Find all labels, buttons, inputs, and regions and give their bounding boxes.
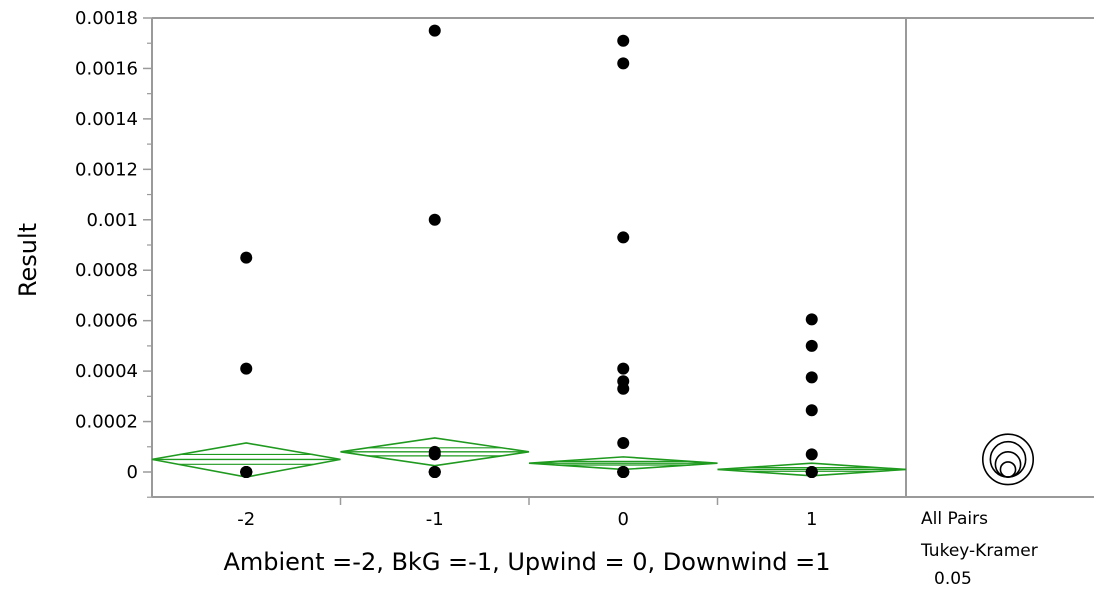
data-point: [428, 466, 441, 478]
comparison-circles: [981, 433, 1035, 486]
plot-frame: [152, 17, 1094, 498]
y-tick-label: 0.001: [86, 210, 138, 231]
y-tick-label: 0.0018: [75, 8, 138, 29]
data-point: [428, 213, 441, 226]
data-point: [240, 251, 253, 264]
x-axis-title: Ambient =-2, BkG =-1, Upwind = 0, Downwi…: [223, 548, 830, 576]
y-tick-label: 0.0002: [75, 412, 138, 433]
data-point: [617, 34, 630, 47]
x-tick-label: -1: [426, 509, 444, 530]
y-axis-title: Result: [14, 223, 42, 297]
y-axis: 0 0.0002 0.0004 0.0006 0.0008 0.001 0.0012 0.00…: [75, 8, 153, 498]
comparison-circle: [981, 433, 1035, 486]
y-tick-label: 0.0016: [75, 58, 138, 79]
y-tick-label: 0.0014: [75, 109, 138, 130]
data-point: [805, 339, 818, 352]
y-tick-label: 0.0012: [75, 159, 138, 180]
data-point: [617, 57, 630, 70]
data-point: [805, 371, 818, 384]
data-points: [240, 24, 818, 478]
comparison-label-alpha: 0.05: [934, 569, 972, 589]
comparison-label-test: Tukey-Kramer: [920, 541, 1038, 561]
comparison-circle: [999, 461, 1017, 478]
x-tick-label: 1: [806, 509, 817, 530]
comparison-circle: [994, 451, 1022, 478]
data-point: [805, 313, 818, 326]
data-point: [240, 362, 253, 375]
x-tick-label: -2: [237, 509, 255, 530]
data-point: [805, 448, 818, 461]
data-point: [617, 231, 630, 244]
data-point: [428, 24, 441, 37]
x-axis: -2 -1 0 1: [152, 496, 906, 530]
y-tick-label: 0.0006: [75, 311, 138, 332]
data-point: [240, 466, 253, 478]
data-point: [805, 404, 818, 417]
comparison-label-method: All Pairs: [921, 509, 988, 529]
means-diamonds: [151, 437, 907, 478]
x-tick-label: 0: [618, 509, 629, 530]
data-point: [428, 448, 441, 461]
data-point: [617, 362, 630, 375]
y-tick-label: 0.0004: [75, 361, 138, 382]
data-point: [617, 382, 630, 395]
data-point: [617, 466, 630, 478]
y-tick-label: 0: [127, 462, 138, 483]
data-point: [805, 466, 818, 478]
data-point: [617, 436, 630, 449]
y-tick-label: 0.0008: [75, 260, 138, 281]
